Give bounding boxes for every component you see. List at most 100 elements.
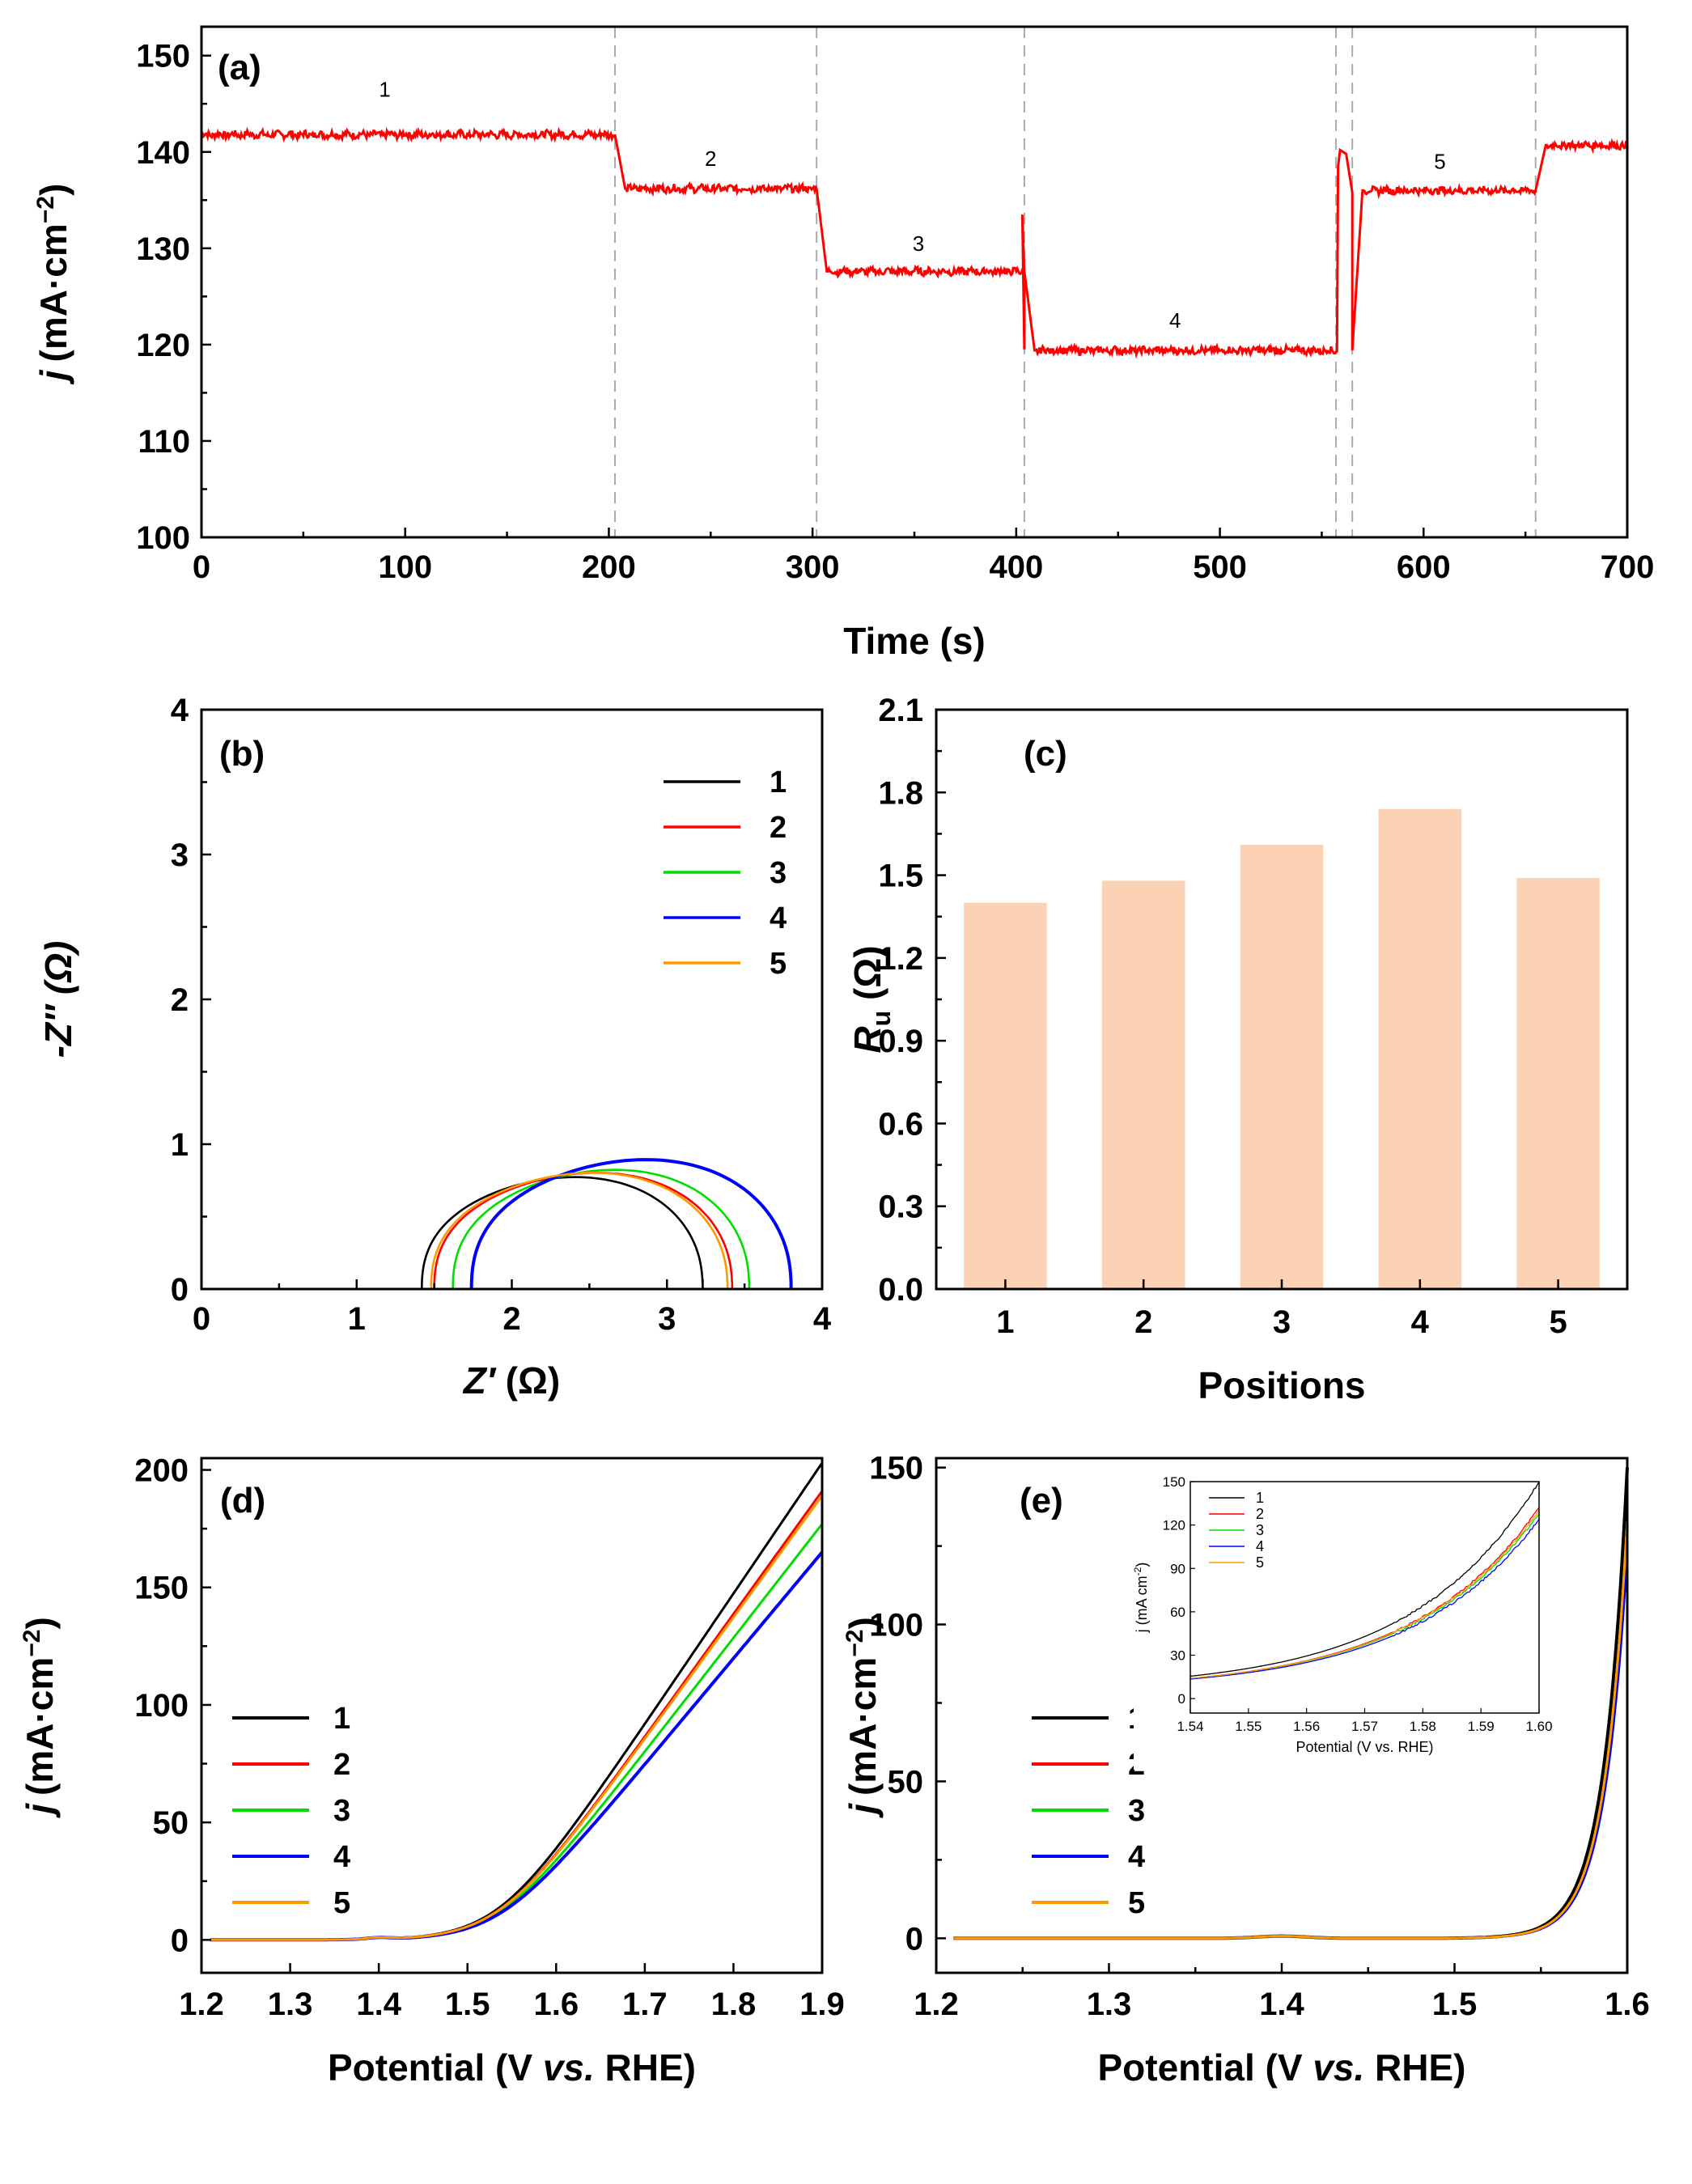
panel-a-x-tick-label: 700 [1601, 549, 1655, 585]
panel-c-y-tick-label: 2.1 [878, 693, 923, 728]
panel-e-inset: 1.54 1.55 1.56 1.57 1.58 1.59 1.60030609012015… [1132, 1474, 1555, 1770]
panel-d-legend-label-4: 4 [333, 1840, 350, 1874]
bar-position-3 [1240, 845, 1324, 1289]
panel-e-x-ital: vs. [1312, 2046, 1364, 2089]
panel-b-x-units: (Ω) [495, 1359, 560, 1402]
panel-e-inset-y-close: ) [1134, 1563, 1150, 1567]
lsv-series-2 [210, 1490, 824, 1941]
panel-e-x-tick-label: 1.2 [914, 1987, 959, 2022]
nyquist-series-5 [430, 1172, 729, 1290]
panel-b-legend-label-2: 2 [770, 811, 787, 845]
panel-e-x-tick-label: 1.6 [1605, 1987, 1650, 2022]
inset-y-tick-label: 150 [1163, 1474, 1185, 1490]
panel-c-x-tick-label: 1 [996, 1304, 1014, 1340]
panel-c-y-tick-label: 1.5 [878, 859, 923, 894]
panel-a-x-tick-label: 100 [378, 549, 432, 585]
inset-y-tick-label: 0 [1178, 1691, 1185, 1707]
panel-b-y-tick-label: 3 [171, 838, 189, 873]
panel-d-y-tick-label: 100 [134, 1688, 189, 1724]
panel-e-y-tick-label: 150 [869, 1451, 923, 1486]
panel-d-legend-label-1: 1 [333, 1702, 350, 1736]
segment-label-4: 4 [1169, 308, 1181, 333]
panel-b: 0 1 2 3 4 0 1 2 3 4 1 2 3 4 5 (b) Z′ (Ω) -Z″ (Ω) [37, 693, 832, 1402]
panel-e-y-close: ) [842, 1617, 884, 1629]
panel-c-y-tick-label: 0.6 [878, 1106, 923, 1142]
panel-c-label: (c) [1024, 734, 1067, 774]
panel-d-frame [200, 1457, 824, 1974]
panel-b-y-tick-label: 1 [171, 1127, 189, 1163]
panel-a-x-tick-label: 500 [1193, 549, 1247, 585]
panel-e-legend-label-3: 3 [1128, 1794, 1145, 1828]
inset-legend-label-5: 5 [1256, 1554, 1264, 1571]
panel-b-y-tick-label: 2 [171, 982, 189, 1018]
panel-b-label: (b) [219, 734, 265, 774]
panel-e-y-tick-label: 50 [888, 1764, 924, 1800]
panel-d-x-axis-label: Potential (V vs. RHE) [328, 2046, 696, 2089]
panel-a-x-tick-label: 300 [786, 549, 840, 585]
panel-e-x-tick-label: 1.3 [1087, 1987, 1132, 2022]
panel-b-x-tick-label: 2 [503, 1301, 520, 1337]
panel-b-legend-label-3: 3 [770, 856, 787, 890]
inset-y-tick-label: 120 [1163, 1518, 1185, 1533]
panel-d-x-pre: Potential (V [328, 2046, 543, 2089]
panel-d-x-ital: vs. [543, 2046, 595, 2089]
panel-c-y-symbol: R [846, 1026, 888, 1053]
panel-d-x-tick-label: 1.2 [179, 1987, 224, 2022]
inset-x-tick-label: 1.60 [1525, 1719, 1552, 1734]
panel-d-y-symbol: j [19, 1803, 61, 1818]
panel-e-x-tick-label: 1.4 [1259, 1987, 1304, 2022]
panel-d-legend-label-5: 5 [333, 1886, 350, 1920]
inset-lsv-series-5 [1189, 1509, 1540, 1679]
panel-e-inset-y-text: j (mA cm [1134, 1575, 1150, 1633]
nyquist-series-4 [469, 1158, 793, 1290]
panel-a-label: (a) [218, 48, 261, 87]
panel-b-y-tick-label: 4 [171, 693, 189, 728]
panel-a-y-tick-label: 150 [136, 39, 190, 74]
panel-b-x-symbol: Z′ [462, 1359, 497, 1402]
panel-d-y-tick-label: 50 [153, 1805, 189, 1841]
panel-d-label: (d) [220, 1481, 265, 1520]
inset-lsv-series-1 [1189, 1481, 1540, 1677]
panel-a-x-tick-label: 400 [989, 549, 1043, 585]
panel-c-x-tick-label: 4 [1411, 1304, 1430, 1340]
inset-x-tick-label: 1.57 [1351, 1719, 1378, 1734]
panel-e-y-symbol: j [842, 1803, 884, 1818]
panel-a-y-close: ) [32, 184, 74, 196]
panel-e-inset-x-axis-label: Potential (V vs. RHE) [1296, 1739, 1433, 1755]
panel-d-y-close: ) [19, 1617, 61, 1629]
lsv-series-5 [953, 1520, 1629, 1940]
panel-d-x-tick-label: 1.8 [711, 1987, 757, 2022]
panel-c-y-tick-label: 0.0 [878, 1272, 923, 1308]
inset-y-tick-label: 90 [1170, 1561, 1185, 1576]
panel-d-x-tick-label: 1.7 [622, 1987, 668, 2022]
panel-b-y-axis-label: -Z″ (Ω) [37, 941, 79, 1058]
panel-d-x-tick-label: 1.3 [268, 1987, 313, 2022]
panel-e-legend-label-5: 5 [1128, 1886, 1145, 1920]
panel-c-x-tick-label: 5 [1549, 1304, 1567, 1340]
inset-x-tick-label: 1.55 [1235, 1719, 1262, 1734]
panel-c-y-tick-label: 1.2 [878, 941, 923, 977]
panel-a-x-axis-label: Time (s) [843, 620, 986, 662]
segment-label-3: 3 [913, 231, 924, 256]
inset-x-tick-label: 1.56 [1293, 1719, 1320, 1734]
inset-x-tick-label: 1.54 [1177, 1719, 1203, 1734]
bar-position-5 [1516, 877, 1600, 1289]
bar-position-4 [1378, 808, 1462, 1289]
inset-y-tick-label: 60 [1170, 1605, 1185, 1620]
nyquist-series-1 [421, 1176, 704, 1290]
panel-a-y-tick-label: 140 [136, 135, 190, 171]
panel-c-y-tick-label: 0.9 [878, 1024, 923, 1059]
panel-a-y-tick-label: 100 [136, 520, 190, 556]
panel-b-x-tick-label: 4 [813, 1301, 832, 1337]
panel-e-y-units: (mA·cm [842, 1657, 884, 1796]
panel-d-x-tick-label: 1.9 [799, 1987, 845, 2022]
panel-d-y-axis-label: j (mA·cm−2) [19, 1617, 61, 1818]
lsv-series-5 [210, 1495, 824, 1941]
panel-e-x-post: RHE) [1364, 2046, 1465, 2089]
segment-label-1: 1 [379, 77, 390, 101]
panel-b-y-tick-label: 0 [171, 1272, 189, 1308]
panel-d-x-tick-label: 1.6 [533, 1987, 579, 2022]
panel-a-y-tick-label: 110 [138, 424, 190, 460]
lsv-series-4 [210, 1550, 824, 1942]
